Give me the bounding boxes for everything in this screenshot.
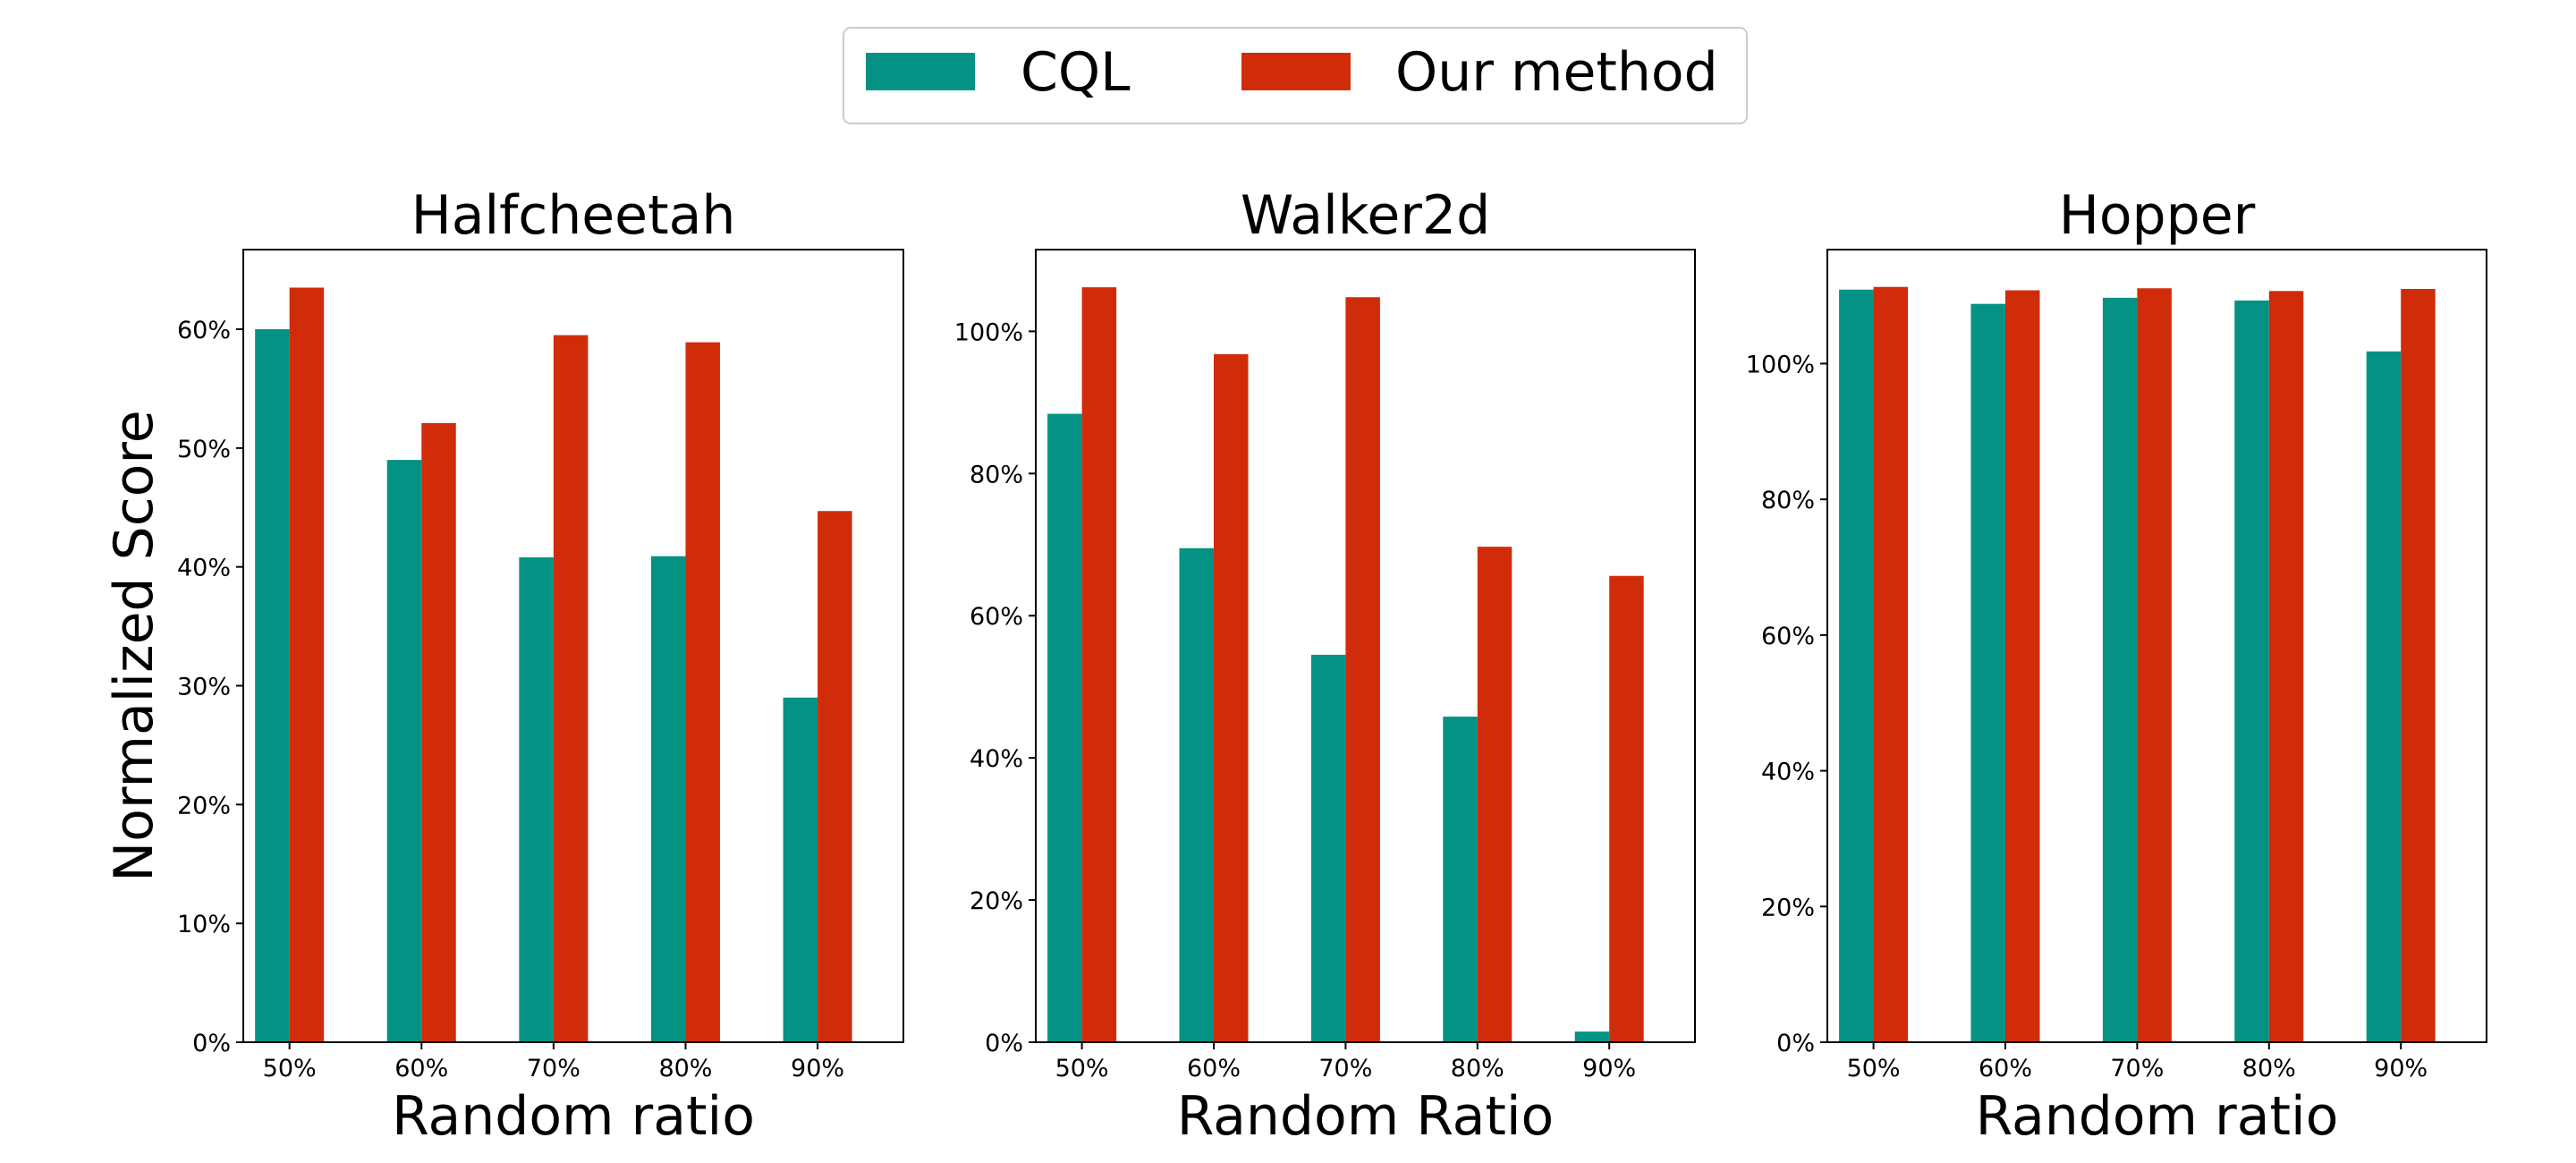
bar-cql-80 bbox=[1443, 717, 1478, 1042]
x-axis-label: Random ratio bbox=[1976, 1085, 2339, 1148]
x-tick-label: 50% bbox=[263, 1055, 317, 1082]
x-axis-label: Random Ratio bbox=[1177, 1085, 1555, 1148]
bar-cql-70 bbox=[519, 557, 554, 1042]
y-tick-label: 60% bbox=[970, 603, 1023, 631]
x-tick-label: 90% bbox=[791, 1055, 844, 1082]
legend-swatch-our-method bbox=[1241, 53, 1351, 90]
bar-our-method-50 bbox=[1873, 286, 1909, 1042]
x-tick-label: 60% bbox=[394, 1055, 448, 1082]
x-tick-label: 70% bbox=[527, 1055, 580, 1082]
y-tick-label: 40% bbox=[177, 555, 231, 582]
y-tick-label: 50% bbox=[177, 436, 231, 463]
bar-our-method-50 bbox=[289, 287, 325, 1043]
y-tick-label: 10% bbox=[177, 911, 231, 938]
bar-cql-50 bbox=[1047, 413, 1082, 1042]
panel-title: Hopper bbox=[2059, 184, 2256, 247]
x-tick-label: 80% bbox=[2242, 1055, 2296, 1082]
x-tick-label: 50% bbox=[1055, 1055, 1109, 1082]
legend: CQL Our method bbox=[843, 27, 1748, 124]
y-tick-label: 20% bbox=[1761, 894, 1815, 921]
bar-cql-70 bbox=[2102, 297, 2138, 1042]
bar-cql-80 bbox=[650, 556, 686, 1042]
y-tick-label: 0% bbox=[985, 1030, 1023, 1057]
y-tick-label: 80% bbox=[970, 461, 1023, 488]
x-tick-label: 60% bbox=[1187, 1055, 1241, 1082]
panel-title: Walker2d bbox=[1241, 184, 1490, 247]
bar-our-method-50 bbox=[1081, 287, 1117, 1042]
bar-cql-50 bbox=[1839, 289, 1874, 1042]
y-tick-label: 0% bbox=[1776, 1030, 1815, 1057]
bar-cql-70 bbox=[1310, 654, 1346, 1042]
bar-cql-90 bbox=[1574, 1031, 1610, 1042]
bar-our-method-60 bbox=[2004, 290, 2040, 1043]
bar-our-method-80 bbox=[2268, 291, 2304, 1043]
x-axis-label: Random ratio bbox=[392, 1085, 755, 1148]
x-tick-label: 70% bbox=[1318, 1055, 1372, 1082]
bar-our-method-70 bbox=[553, 335, 589, 1043]
y-tick-label: 60% bbox=[1761, 623, 1815, 650]
bar-cql-80 bbox=[2234, 300, 2269, 1043]
legend-swatch-cql bbox=[866, 53, 975, 90]
bar-our-method-70 bbox=[2137, 288, 2172, 1042]
bar-cql-60 bbox=[1179, 548, 1214, 1042]
legend-label-cql: CQL bbox=[1021, 41, 1131, 104]
x-tick-label: 50% bbox=[1847, 1055, 1901, 1082]
y-tick-label: 40% bbox=[970, 745, 1023, 773]
legend-label-our-method: Our method bbox=[1395, 41, 1718, 104]
panel-title: Halfcheetah bbox=[411, 184, 736, 247]
y-tick-label: 30% bbox=[177, 673, 231, 700]
bar-our-method-70 bbox=[1345, 297, 1380, 1042]
x-tick-label: 60% bbox=[1979, 1055, 2032, 1082]
panel-hopper: Hopper 0% 20% 40% 60% 80% 100% 50% 60% 70% 80% 90% R… bbox=[1746, 184, 2487, 1148]
bar-our-method-90 bbox=[1609, 575, 1644, 1042]
bar-cql-90 bbox=[2366, 351, 2402, 1042]
y-tick-label: 20% bbox=[177, 792, 231, 819]
bar-our-method-90 bbox=[2401, 288, 2436, 1042]
panel-halfcheetah: Halfcheetah 0% 10% 20% 30% 40% 50% 60% 50% 60% 70%… bbox=[177, 184, 904, 1148]
bar-our-method-80 bbox=[685, 342, 720, 1042]
x-tick-label: 80% bbox=[658, 1055, 712, 1082]
bar-our-method-60 bbox=[421, 422, 456, 1043]
y-tick-label: 100% bbox=[954, 318, 1023, 346]
bar-cql-50 bbox=[255, 328, 290, 1042]
y-tick-label: 100% bbox=[1746, 351, 1815, 378]
plot-frame bbox=[1035, 249, 1696, 1043]
x-tick-label: 90% bbox=[2374, 1055, 2428, 1082]
y-axis-label: Normalized Score bbox=[103, 410, 165, 881]
y-tick-label: 20% bbox=[970, 887, 1023, 915]
y-tick-label: 80% bbox=[1761, 487, 1815, 514]
bar-cql-60 bbox=[386, 460, 422, 1042]
y-tick-label: 40% bbox=[1761, 759, 1815, 786]
plot-frame bbox=[1826, 249, 2487, 1043]
bar-cql-60 bbox=[1970, 303, 2005, 1042]
x-tick-label: 90% bbox=[1582, 1055, 1636, 1082]
bar-our-method-90 bbox=[818, 511, 852, 1042]
plot-frame bbox=[242, 249, 904, 1043]
bar-cql-90 bbox=[783, 697, 818, 1042]
bar-our-method-60 bbox=[1213, 353, 1249, 1042]
y-tick-label: 60% bbox=[177, 317, 231, 344]
x-tick-label: 70% bbox=[2110, 1055, 2164, 1082]
panel-walker2d: Walker2d 0% 20% 40% 60% 80% 100% 50% 60% 70% 80% 90… bbox=[954, 184, 1696, 1148]
x-tick-label: 80% bbox=[1451, 1055, 1504, 1082]
bar-our-method-80 bbox=[1477, 547, 1513, 1042]
y-tick-label: 0% bbox=[192, 1030, 231, 1057]
